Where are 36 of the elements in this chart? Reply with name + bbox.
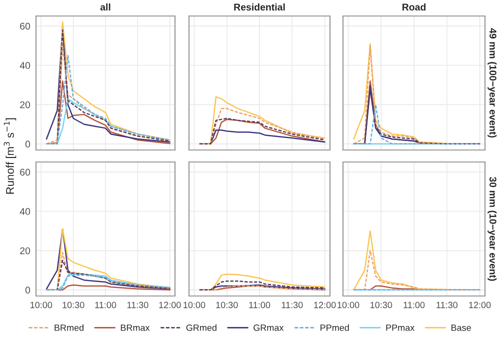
x-tick-label: 10:30 <box>62 302 84 308</box>
legend-label: BRmed <box>54 324 84 331</box>
x-tick-label: 12:00 <box>159 302 181 308</box>
y-tick-label: 60 <box>20 22 30 30</box>
x-tick-label: 10:00 <box>338 302 360 308</box>
x-tick-label: 10:00 <box>184 302 206 308</box>
y-tick-label: 20 <box>20 247 30 254</box>
x-tick-label: 10:30 <box>216 302 238 308</box>
x-tick-label: 11:30 <box>436 302 458 308</box>
x-tick-label: 11:00 <box>404 302 425 308</box>
y-tick-label: 0 <box>25 286 30 294</box>
chart-title: Road <box>402 3 426 11</box>
x-tick-label: 10:30 <box>370 302 392 308</box>
legend-label: BRmax <box>120 324 150 331</box>
x-tick-label: 10:00 <box>30 302 52 308</box>
x-tick-label: 11:30 <box>127 302 148 308</box>
y-tick-label: 20 <box>20 101 30 108</box>
chart-title: Residential <box>234 3 285 11</box>
y-tick-label: 60 <box>20 168 30 176</box>
x-tick-label: 12:00 <box>469 302 491 308</box>
legend-label: PPmed <box>320 324 349 331</box>
legend-label: Base <box>451 324 471 331</box>
y-tick-label: 0 <box>25 140 30 148</box>
y2-axis-title: 30 mm (10−year event) <box>488 176 497 281</box>
legend-label: GRmax <box>254 324 284 331</box>
legend-label: GRmed <box>186 324 216 331</box>
x-tick-label: 12:00 <box>314 302 336 308</box>
y-tick-label: 40 <box>20 208 30 215</box>
y2-axis-title: 49 mm (100−year event) <box>488 28 497 138</box>
chart-title: all <box>100 3 110 11</box>
x-tick-label: 11:30 <box>282 302 303 308</box>
x-tick-label: 11:00 <box>95 302 116 308</box>
y-axis-title: Runoff [m$^{3}$ s$^{−1}$] <box>4 118 16 194</box>
legend-label: PPmax <box>386 324 415 331</box>
y-tick-label: 40 <box>20 62 30 69</box>
x-tick-label: 11:00 <box>249 302 270 308</box>
